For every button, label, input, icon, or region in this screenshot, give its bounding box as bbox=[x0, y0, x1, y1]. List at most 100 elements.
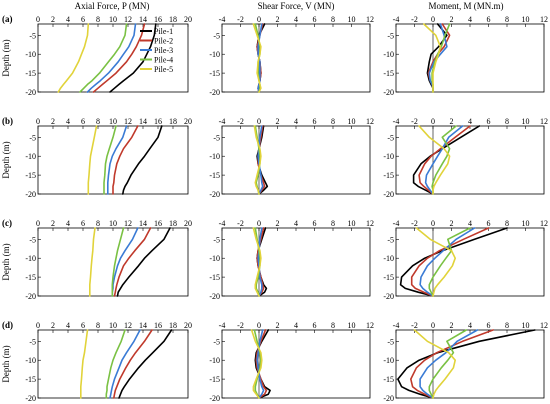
x-tick-label: 10 bbox=[348, 219, 356, 228]
x-tick-label: -4 bbox=[393, 219, 400, 228]
x-tick-label: 6 bbox=[81, 219, 85, 228]
y-tick-label: -10 bbox=[25, 254, 36, 263]
x-tick-label: 2 bbox=[450, 219, 454, 228]
series-line-pile-5 bbox=[418, 125, 451, 195]
x-tick-label: 2 bbox=[276, 219, 280, 228]
col-title-axial: Axial Force, P (MN) bbox=[75, 1, 150, 11]
series-line-pile-4 bbox=[111, 227, 125, 297]
y-tick-label: -15 bbox=[25, 69, 36, 78]
y-tick-label: -15 bbox=[209, 375, 220, 384]
x-tick-label: 6 bbox=[313, 117, 317, 126]
x-tick-label: 8 bbox=[96, 219, 100, 228]
x-tick-label: -2 bbox=[237, 219, 244, 228]
y-tick-label: -20 bbox=[383, 394, 394, 403]
x-tick-label: 8 bbox=[505, 117, 509, 126]
plot-frame bbox=[221, 125, 371, 195]
x-tick-label: -4 bbox=[219, 219, 226, 228]
series-line-pile-1 bbox=[399, 227, 508, 297]
y-tick-label: -10 bbox=[383, 152, 394, 161]
y-tick-label: -20 bbox=[383, 190, 394, 199]
y-tick-label: -5 bbox=[29, 133, 36, 142]
x-tick-label: 0 bbox=[257, 15, 261, 24]
series-line-pile-5 bbox=[250, 329, 263, 399]
series-line-pile-1 bbox=[412, 125, 481, 195]
y-tick-label: -15 bbox=[383, 69, 394, 78]
panel-(a)-moment: -4 -2 0 2 4 6 8 10 12-5-10-15-20 bbox=[383, 15, 548, 97]
y-tick-label: -20 bbox=[25, 88, 36, 97]
x-tick-label: 8 bbox=[331, 219, 335, 228]
y-tick-label: -10 bbox=[383, 254, 394, 263]
series-line-pile-2 bbox=[92, 23, 146, 93]
x-tick-label: 8 bbox=[96, 321, 100, 330]
col-title-shear: Shear Force, V (MN) bbox=[258, 1, 335, 11]
x-tick-label: 10 bbox=[522, 321, 530, 330]
y-axis-label: Depth (m) bbox=[1, 243, 11, 280]
x-tick-label: 16 bbox=[154, 219, 162, 228]
x-tick-label: 4 bbox=[66, 15, 70, 24]
x-tick-label: 12 bbox=[366, 219, 374, 228]
y-tick-label: -5 bbox=[29, 235, 36, 244]
row-label: (a) bbox=[2, 14, 13, 24]
x-tick-label: 14 bbox=[139, 117, 147, 126]
x-tick-label: 4 bbox=[66, 219, 70, 228]
x-tick-label: 12 bbox=[366, 321, 374, 330]
x-tick-label: 18 bbox=[169, 117, 177, 126]
x-tick-label: -2 bbox=[237, 15, 244, 24]
plot-frame bbox=[221, 23, 371, 93]
panels-layer: (a)Depth (m)0 2 4 6 8 10 12 14 16 18 20-5-10-15-20… bbox=[1, 14, 548, 403]
series-line-pile-4 bbox=[105, 329, 126, 399]
row-label: (b) bbox=[2, 116, 13, 126]
series-line-pile-5 bbox=[252, 23, 262, 93]
y-tick-label: -15 bbox=[25, 273, 36, 282]
x-tick-label: -4 bbox=[219, 321, 226, 330]
series-line-pile-2 bbox=[418, 125, 471, 195]
x-tick-label: 8 bbox=[505, 321, 509, 330]
series-line-pile-1 bbox=[116, 227, 171, 297]
x-tick-label: 4 bbox=[468, 321, 472, 330]
plot-frame bbox=[221, 329, 371, 399]
series-line-pile-4 bbox=[103, 125, 117, 195]
panel-(a)-shear: -4 -2 0 2 4 6 8 10 12-5-10-15-20 bbox=[209, 15, 374, 97]
y-tick-label: -20 bbox=[383, 88, 394, 97]
row-label: (c) bbox=[2, 218, 12, 228]
y-tick-label: -10 bbox=[209, 50, 220, 59]
y-tick-label: -5 bbox=[29, 31, 36, 40]
y-tick-label: -20 bbox=[25, 190, 36, 199]
x-tick-label: 0 bbox=[36, 15, 40, 24]
series-line-pile-3 bbox=[86, 23, 137, 93]
x-tick-label: 10 bbox=[109, 15, 117, 24]
series-line-pile-5 bbox=[89, 227, 96, 297]
x-tick-label: 6 bbox=[487, 219, 491, 228]
x-tick-label: 6 bbox=[487, 15, 491, 24]
series-line-pile-2 bbox=[410, 227, 490, 297]
series-line-pile-2 bbox=[113, 329, 153, 399]
x-tick-label: 2 bbox=[51, 15, 55, 24]
series-line-pile-5 bbox=[80, 329, 89, 399]
y-tick-label: -5 bbox=[387, 337, 394, 346]
y-tick-label: -10 bbox=[383, 356, 394, 365]
x-tick-label: 18 bbox=[169, 15, 177, 24]
x-tick-label: 2 bbox=[450, 15, 454, 24]
x-tick-label: 6 bbox=[81, 321, 85, 330]
x-tick-label: 6 bbox=[313, 15, 317, 24]
x-tick-label: 4 bbox=[66, 321, 70, 330]
x-tick-label: 20 bbox=[184, 15, 192, 24]
y-tick-label: -20 bbox=[209, 88, 220, 97]
x-tick-label: 20 bbox=[184, 117, 192, 126]
panel-(c)-moment: -4 -2 0 2 4 6 8 10 12-5-10-15-20 bbox=[383, 219, 548, 301]
panel-(d)-moment: -4 -2 0 2 4 6 8 10 12-5-10-15-20 bbox=[383, 321, 548, 403]
x-tick-label: 16 bbox=[154, 117, 162, 126]
plot-frame bbox=[395, 23, 545, 93]
x-tick-label: 10 bbox=[109, 117, 117, 126]
x-tick-label: 0 bbox=[431, 15, 435, 24]
x-tick-label: 8 bbox=[331, 117, 335, 126]
x-tick-label: 0 bbox=[257, 321, 261, 330]
series-line-pile-3 bbox=[109, 329, 141, 399]
x-tick-label: 12 bbox=[540, 219, 548, 228]
series-line-pile-3 bbox=[257, 125, 264, 195]
panel-(c)-axial: 0 2 4 6 8 10 12 14 16 18 20 -5 -10 -15 -20 bbox=[25, 219, 192, 301]
plot-frame bbox=[395, 329, 545, 399]
x-tick-label: -2 bbox=[237, 321, 244, 330]
series-line-pile-1 bbox=[122, 125, 163, 195]
